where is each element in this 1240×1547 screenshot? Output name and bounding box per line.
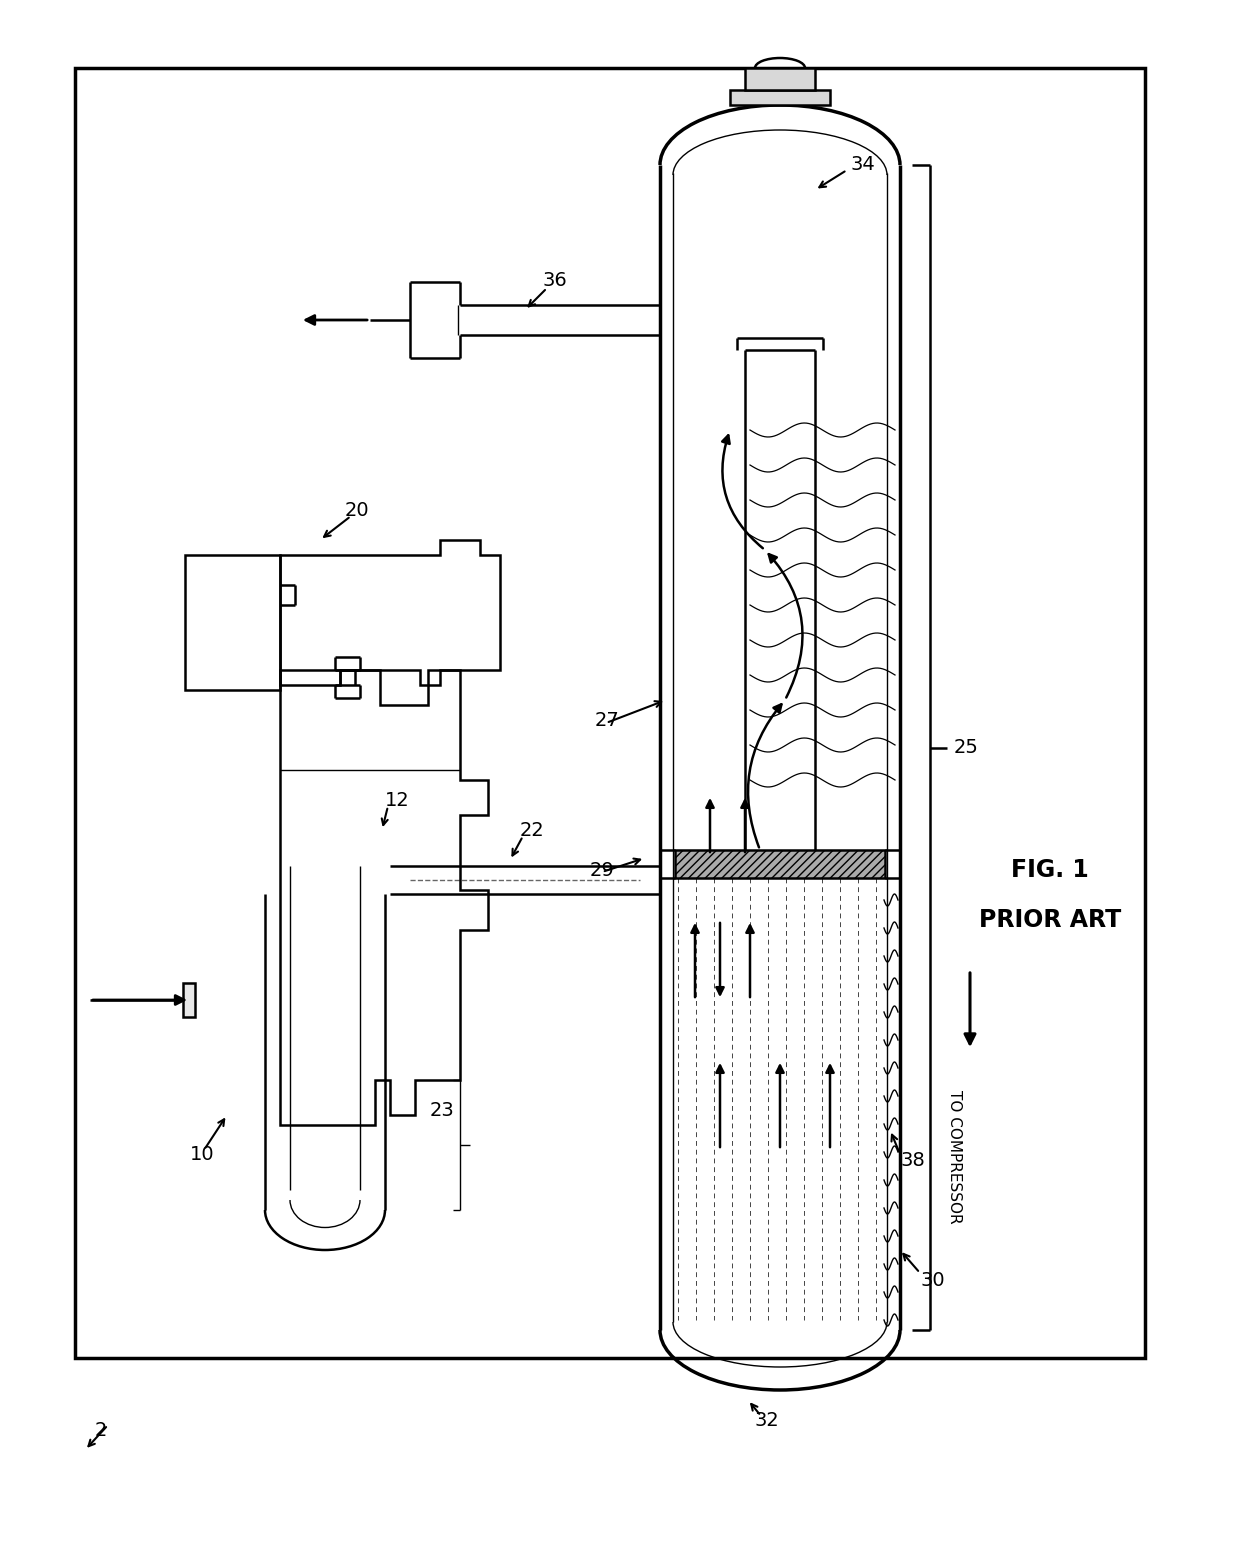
Text: 36: 36 — [543, 271, 568, 289]
Text: 25: 25 — [954, 738, 978, 756]
Bar — [675, 849, 885, 879]
Text: 12: 12 — [384, 791, 409, 809]
Bar — [74, 68, 1145, 1358]
Text: FIG. 1: FIG. 1 — [1011, 859, 1089, 882]
Text: 34: 34 — [849, 156, 874, 175]
Bar — [184, 982, 195, 1016]
Bar — [185, 555, 280, 690]
FancyArrowPatch shape — [722, 435, 763, 548]
Text: TO COMPRESSOR: TO COMPRESSOR — [947, 1091, 962, 1224]
Text: 38: 38 — [900, 1151, 925, 1170]
Text: 30: 30 — [920, 1270, 945, 1290]
Text: 23: 23 — [430, 1100, 455, 1120]
Text: 10: 10 — [190, 1145, 215, 1165]
Bar — [730, 90, 830, 105]
Bar — [745, 68, 815, 90]
Text: 32: 32 — [755, 1411, 780, 1429]
Text: 27: 27 — [595, 710, 620, 730]
FancyArrowPatch shape — [769, 554, 802, 698]
Text: PRIOR ART: PRIOR ART — [978, 908, 1121, 931]
Text: 20: 20 — [345, 501, 370, 520]
FancyArrowPatch shape — [748, 704, 781, 848]
Text: 22: 22 — [520, 820, 544, 840]
Text: 2: 2 — [95, 1420, 108, 1440]
Text: 29: 29 — [590, 860, 615, 880]
